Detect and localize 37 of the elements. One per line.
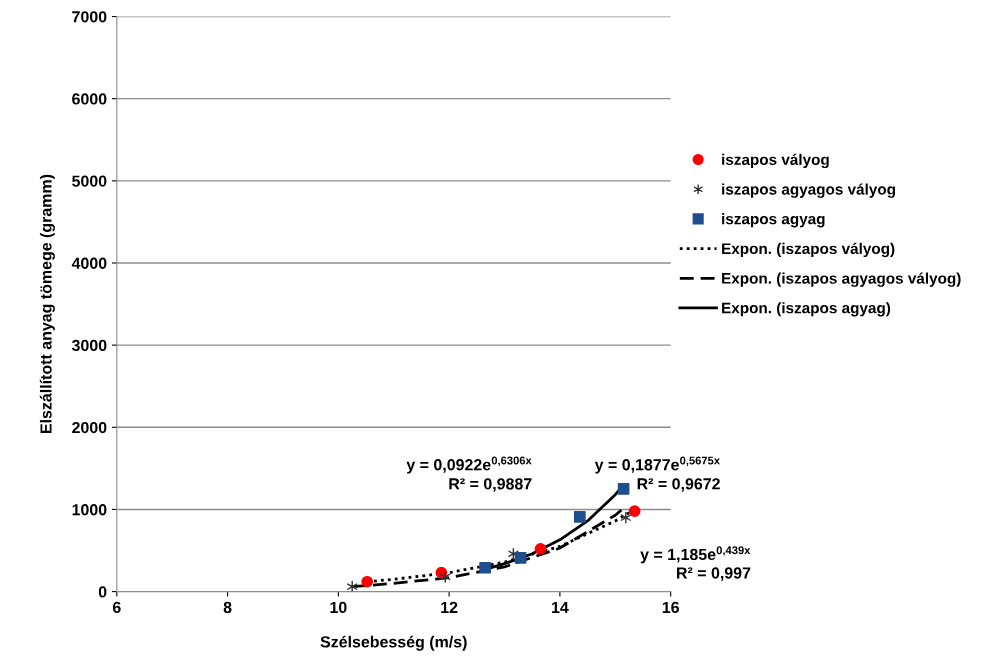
- point: [617, 483, 630, 495]
- x-tick-label: 16: [662, 601, 679, 614]
- x-tick-label: 6: [112, 601, 121, 614]
- legend-label: Expon. (iszapos agyagos vályog): [722, 272, 961, 287]
- point: [361, 575, 373, 588]
- legend-label: Expon. (iszapos vályog): [722, 242, 895, 258]
- x-tick-label: 10: [330, 601, 347, 614]
- point: [628, 505, 641, 517]
- annotation: y = 0,0922e$^{0,6306x}$: [406, 456, 532, 474]
- point: [479, 561, 491, 574]
- legend-label: iszapos agyag: [722, 213, 825, 228]
- x-axis-title: Szélsebesség (m/s): [320, 635, 467, 651]
- legend-label: iszapos vályog: [722, 153, 829, 169]
- point: [573, 510, 586, 523]
- annotation: R² = 0,9887: [449, 478, 532, 492]
- legend-label: iszapos agyagos vályog: [722, 183, 895, 198]
- text: R² = 0,997: [677, 567, 751, 581]
- x-tick-label: 8: [223, 601, 232, 614]
- y-tick-label: 0: [98, 586, 107, 598]
- y-tick-label: 2000: [72, 421, 107, 434]
- y-tick-label: 3000: [71, 339, 107, 352]
- point: [620, 511, 631, 524]
- y-tick-label: 6000: [72, 93, 107, 105]
- legend-label: Expon. (iszapos agyag): [722, 302, 891, 317]
- point: [514, 552, 527, 564]
- y-axis-title: Elszállított anyag tömege (gramm): [39, 174, 55, 433]
- y-tick-label: 4000: [71, 257, 107, 269]
- y-tick-label: 5000: [72, 175, 107, 187]
- annotation: y = 1,185e$^{0,439x}$: [640, 546, 751, 564]
- y-tick-label: 7000: [72, 11, 107, 23]
- point: [347, 580, 358, 592]
- x-tick-label: 14: [552, 601, 569, 613]
- annotation: R² = 0,9672: [637, 478, 720, 492]
- annotation: y = 0,1877e$^{0,5675x}$: [594, 456, 720, 474]
- y-tick-label: 1000: [72, 504, 107, 516]
- point: [534, 543, 547, 555]
- x-tick-label: 12: [441, 601, 458, 613]
